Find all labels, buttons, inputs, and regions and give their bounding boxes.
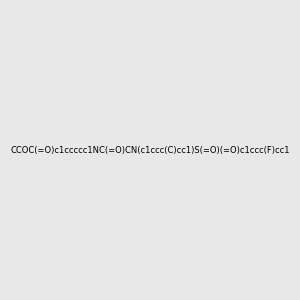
Text: CCOC(=O)c1ccccc1NC(=O)CN(c1ccc(C)cc1)S(=O)(=O)c1ccc(F)cc1: CCOC(=O)c1ccccc1NC(=O)CN(c1ccc(C)cc1)S(=… — [10, 146, 290, 154]
